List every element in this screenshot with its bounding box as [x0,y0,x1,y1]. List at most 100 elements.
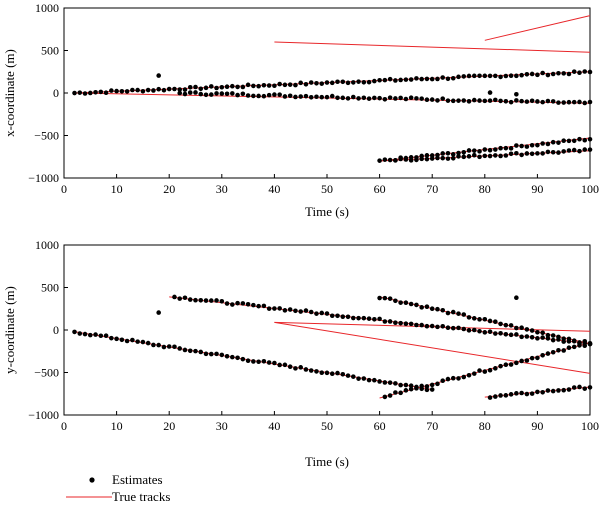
estimate-point [471,148,477,153]
estimate-point [535,389,540,395]
estimate-point [235,92,240,98]
estimate-point [571,69,577,74]
estimate-point [245,302,251,307]
estimate-point [351,94,356,100]
estimate-point [461,326,467,332]
estimate-point [119,88,125,94]
estimate-point [356,315,361,321]
estimate-point [477,317,482,322]
estimate-point [535,72,540,78]
estimate-point [287,82,293,87]
estimate-point [266,83,272,88]
estimate-point [398,95,403,101]
x-tick-label: 80 [479,419,491,433]
estimate-point [245,358,251,364]
estimate-point [540,389,545,395]
estimate-point [393,78,398,83]
estimate-point [440,155,446,161]
estimate-point [88,90,93,96]
estimate-point [545,98,551,104]
estimate-point [256,93,261,99]
estimate-point [577,70,582,76]
estimate-point [498,363,503,369]
estimate-point [382,295,388,301]
estimate-point [545,351,551,356]
estimate-point [540,70,545,76]
estimate-point [424,156,430,162]
estimate-point [387,319,393,324]
estimate-point [529,334,535,340]
estimate-point [277,306,282,311]
legend: Estimates True tracks [66,472,170,504]
estimate-point [577,343,582,348]
estimate-point [519,325,524,331]
estimate-point [429,387,435,392]
estimate-point [282,94,288,99]
estimate-point [440,75,446,80]
estimate-point [214,85,219,91]
x-coordinate-chart: 0 10 20 30 40 50 60 70 80 90 100−1000−50005001000 … [2,1,599,219]
estimate-point [508,362,514,367]
estimate-point [156,310,161,315]
estimate-point [156,86,161,92]
estimate-point [445,76,451,82]
estimate-point [429,97,435,102]
estimate-point [308,368,314,373]
estimate-point [335,313,340,319]
estimate-point [382,157,388,162]
estimate-point [261,93,267,99]
estimate-point [251,359,256,364]
estimate-point [266,306,272,311]
y-tick-label: −1000 [28,171,59,185]
estimate-point [587,341,593,347]
estimate-point [324,370,330,376]
estimate-point [535,99,540,104]
estimate-point [540,151,545,156]
estimate-point [456,154,461,159]
estimate-point [82,91,88,96]
estimate-point [514,98,519,103]
estimate-point [393,381,398,386]
estimate-point [503,153,509,158]
estimate-point [261,358,267,364]
estimate-point [535,329,540,335]
estimate-point [193,348,198,354]
estimate-point [456,150,461,156]
estimate-point [514,91,519,97]
estimate-point [471,97,477,103]
estimate-point [550,337,556,343]
estimate-point [477,73,482,79]
estimate-point [177,346,183,351]
estimate-point [198,86,204,92]
estimate-point [493,319,498,324]
estimate-point [461,74,467,79]
estimate-point [387,157,393,163]
estimate-point [230,83,235,89]
estimate-point [493,73,498,79]
estimate-point [550,149,556,155]
estimate-point [461,374,467,380]
estimate-point [393,96,398,101]
estimate-point [429,156,435,161]
x-tick-label: 50 [321,419,333,433]
y-tick-label: −500 [34,129,59,143]
estimate-point [524,358,530,363]
estimate-point [445,376,451,382]
estimate-point [182,87,188,92]
estimate-point [493,394,498,399]
estimate-point [377,95,382,101]
estimate-point [445,98,451,103]
estimate-point [582,386,588,391]
estimate-point [566,387,572,392]
estimate-point [372,316,377,322]
estimate-point [198,91,204,97]
estimate-point [556,150,561,155]
estimate-point [314,311,319,316]
estimate-point [535,355,540,361]
legend-estimates-marker [89,477,95,483]
estimate-point [103,90,109,96]
x-tick-label: 100 [581,182,599,196]
estimate-point [493,97,498,103]
estimate-point [519,334,524,340]
